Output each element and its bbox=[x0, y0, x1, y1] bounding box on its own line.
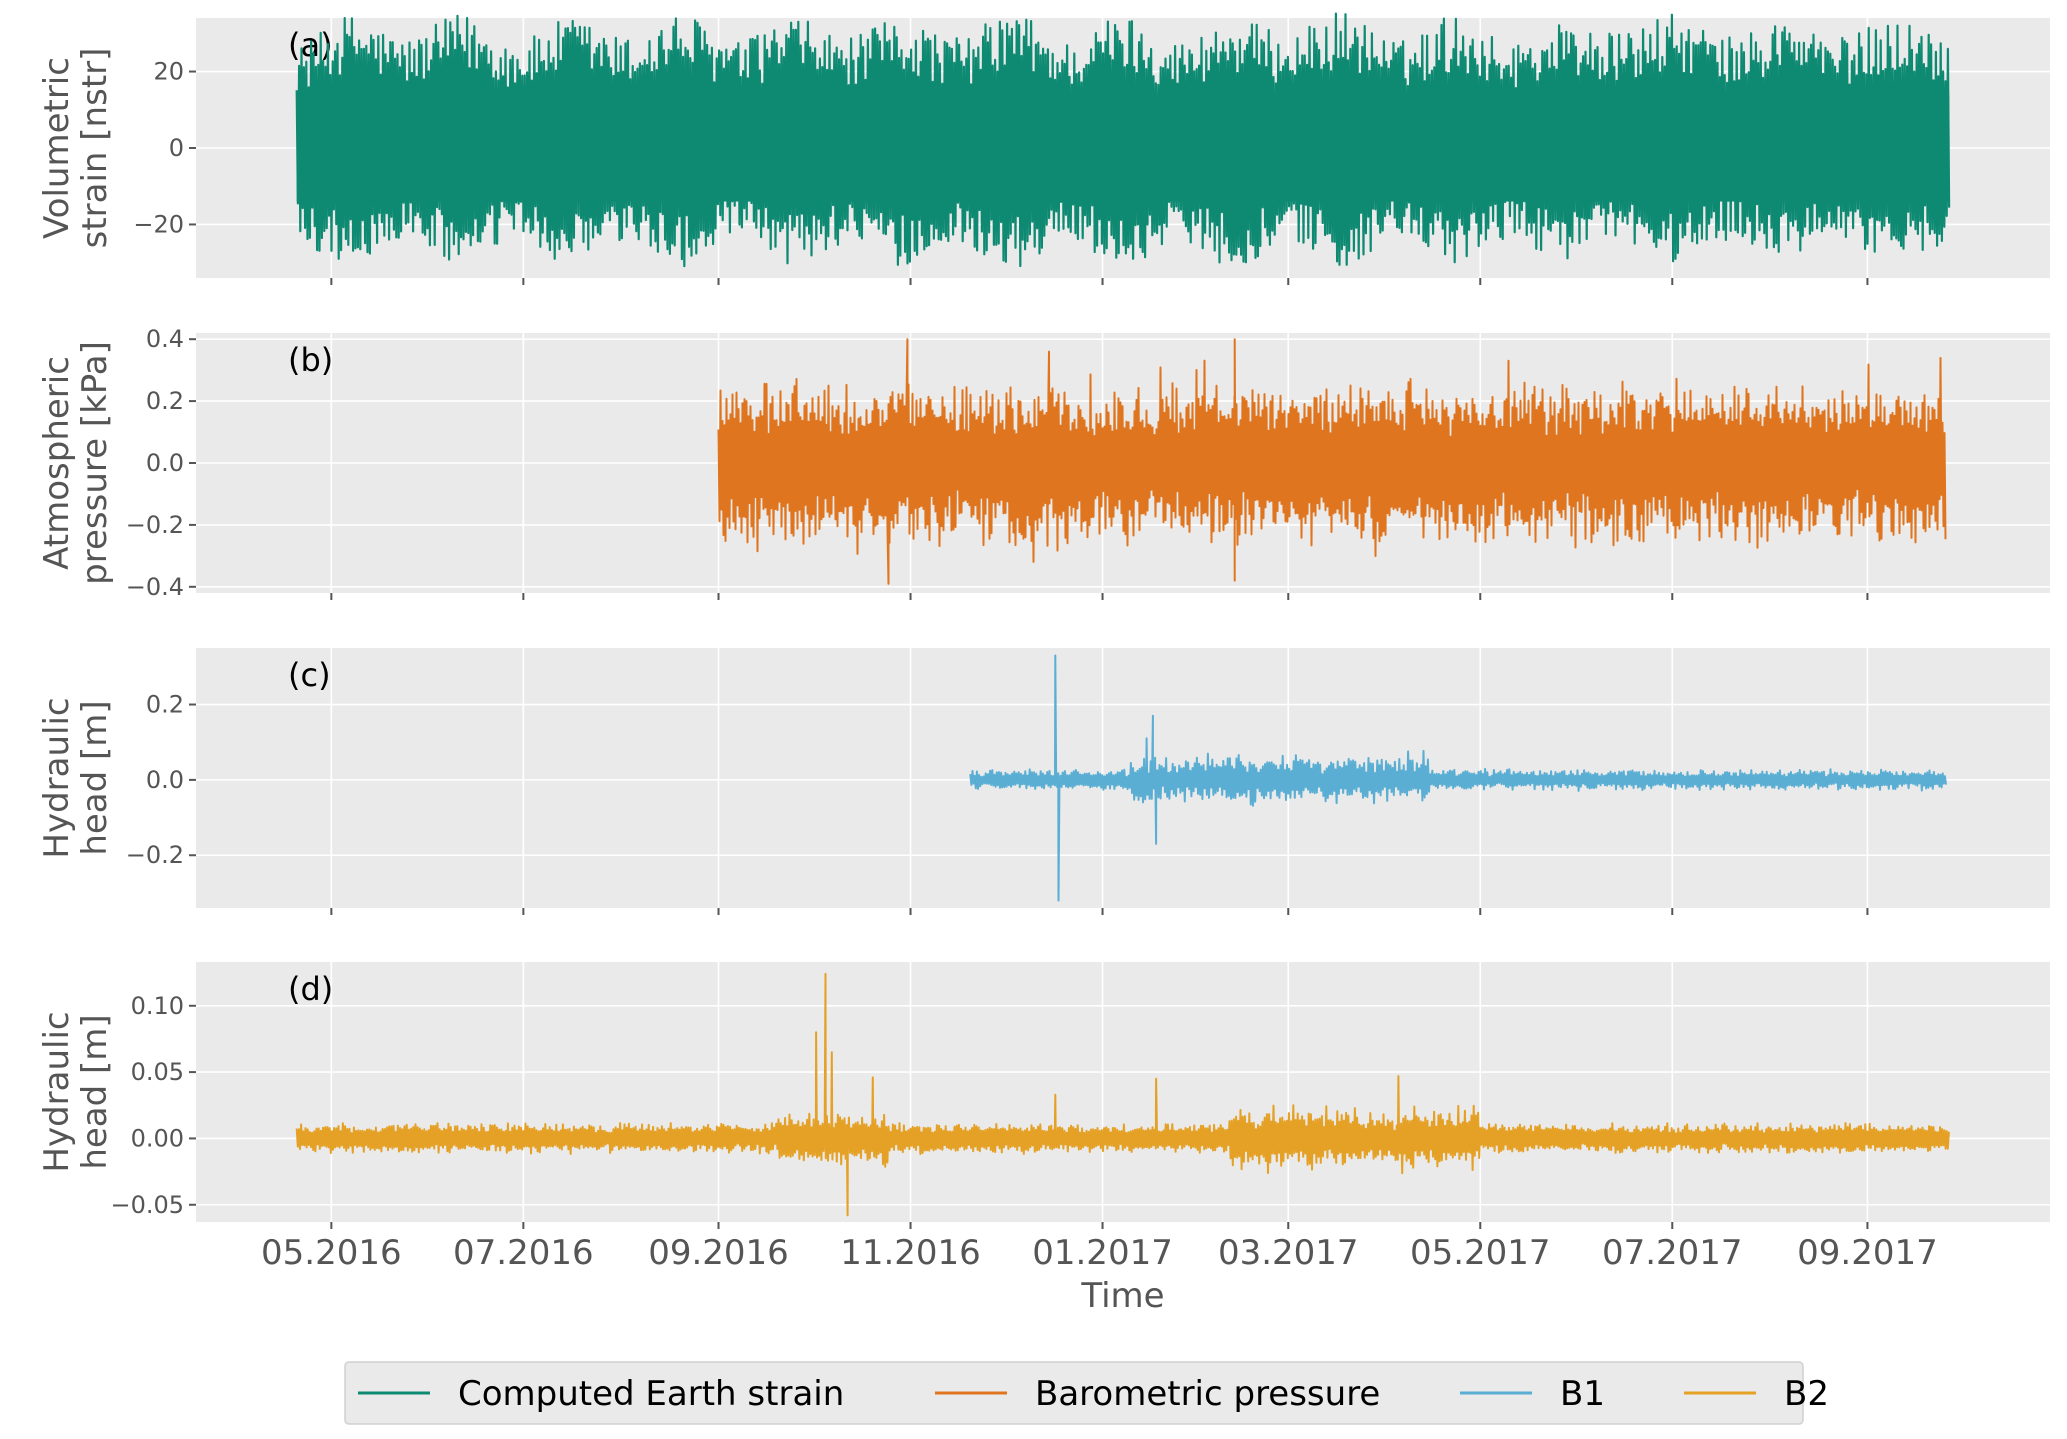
y-tick-label: 0.2 bbox=[146, 387, 184, 415]
y-tick-label: 0.2 bbox=[146, 691, 184, 719]
y-tick-label: −0.2 bbox=[126, 841, 184, 869]
x-tick-label: 07.2016 bbox=[453, 1233, 594, 1273]
y-axis-label: Hydraulichead [m] bbox=[37, 1011, 115, 1172]
legend: Computed Earth strain Barometric pressure… bbox=[344, 1361, 1829, 1425]
y-tick-label: 0 bbox=[169, 134, 184, 162]
x-tick-label: 09.2016 bbox=[648, 1233, 789, 1273]
x-tick-label: 07.2017 bbox=[1602, 1233, 1743, 1273]
x-tick-label: 11.2016 bbox=[840, 1233, 981, 1273]
panel-c: −0.2 0.0 0.2 Hydraulichead [m] (c) bbox=[37, 648, 2050, 915]
y-tick-label: 0.0 bbox=[146, 766, 184, 794]
plot-background bbox=[196, 962, 2050, 1222]
y-axis-label: Atmosphericpressure [kPa] bbox=[37, 341, 115, 585]
x-axis-label: Time bbox=[1080, 1276, 1164, 1316]
panel-label: (c) bbox=[288, 656, 331, 694]
y-tick-label: −0.05 bbox=[110, 1191, 184, 1219]
x-tick-label: 05.2016 bbox=[261, 1233, 402, 1273]
y-axis-label: Volumetricstrain [nstr] bbox=[37, 48, 115, 249]
legend-entry-label: B1 bbox=[1560, 1374, 1605, 1414]
y-tick-label: 0.10 bbox=[131, 992, 184, 1020]
panel-b: −0.4 −0.2 0.0 0.2 0.4 Atmosphericpressure [kP… bbox=[37, 325, 2050, 601]
x-tick-label: 09.2017 bbox=[1797, 1233, 1938, 1273]
series-line-b1 bbox=[969, 654, 1947, 902]
series-line-barometric-pressure bbox=[717, 338, 1947, 585]
legend-entry-label: Barometric pressure bbox=[1035, 1374, 1380, 1414]
y-tick-label: 0.4 bbox=[146, 325, 184, 353]
series-line-b2 bbox=[295, 972, 1950, 1217]
panel-label: (d) bbox=[288, 970, 333, 1008]
legend-box bbox=[344, 1361, 1804, 1425]
x-tick-label: 03.2017 bbox=[1218, 1233, 1359, 1273]
x-tick-label: 05.2017 bbox=[1410, 1233, 1551, 1273]
panel-d: −0.05 0.00 0.05 0.10 Hydraulichead [m] (d) bbox=[37, 962, 2050, 1229]
y-tick-label: −20 bbox=[133, 210, 184, 238]
x-tick-label: 01.2017 bbox=[1032, 1233, 1173, 1273]
panel-label: (b) bbox=[288, 341, 333, 379]
y-tick-label: −0.4 bbox=[126, 573, 184, 601]
y-tick-label: −0.2 bbox=[126, 511, 184, 539]
y-tick-label: 20 bbox=[153, 58, 184, 86]
y-tick-label: 0.00 bbox=[131, 1124, 184, 1152]
y-tick-label: 0.0 bbox=[146, 449, 184, 477]
y-tick-label: 0.05 bbox=[131, 1058, 184, 1086]
series-line-computed-earth-strain bbox=[295, 12, 1951, 268]
y-axis-label: Hydraulichead [m] bbox=[37, 697, 115, 858]
shared-x-axis: Time 05.2016 07.2016 09.2016 11.2016 01.2017… bbox=[261, 1233, 1938, 1316]
legend-entry-label: Computed Earth strain bbox=[458, 1374, 844, 1414]
legend-entry-label: B2 bbox=[1784, 1374, 1829, 1414]
